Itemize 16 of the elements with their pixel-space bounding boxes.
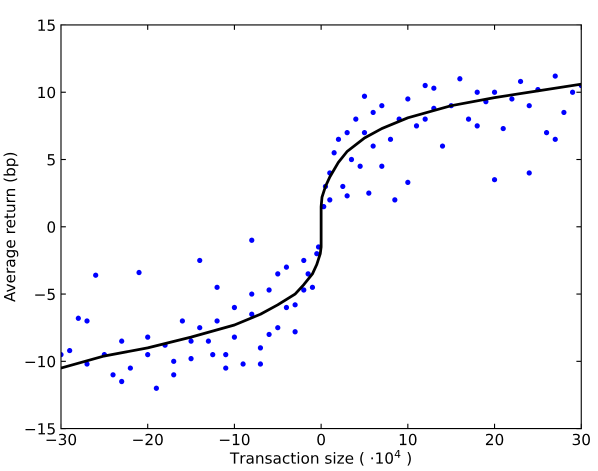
y-tick-label: 10 [38,86,56,98]
x-tick-label: −30 [46,434,76,446]
x-tick-label: 20 [486,434,504,446]
y-tick-label: −5 [35,288,55,300]
y-tick-label: 0 [47,221,56,233]
x-axis-title: Transaction size ( ·10$^{4}$ ) [230,450,411,466]
x-tick-label: −10 [220,434,250,446]
x-tick-label: −20 [133,434,163,446]
x-tick-label: 0 [317,434,325,446]
y-tick-label: −10 [26,356,56,368]
y-tick-label: 5 [48,154,55,166]
x-tick-label: 30 [572,434,590,446]
y-tick-label: 15 [38,20,55,31]
y-tick-label: −15 [26,423,55,435]
y-axis-title: Average return (bp) [4,152,18,302]
x-tick-label: 10 [400,434,417,446]
